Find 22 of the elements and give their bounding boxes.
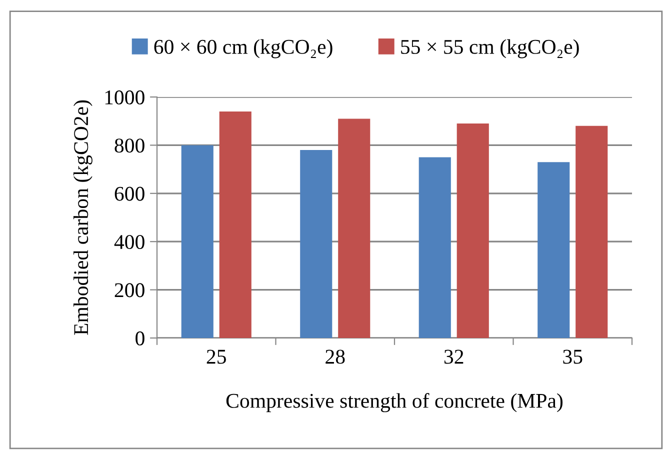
legend-label: 55 × 55 cm (kgCO₂e) — [401, 39, 579, 58]
bar — [300, 150, 332, 338]
y-tick-label: 400 — [114, 234, 144, 250]
bar — [576, 126, 608, 338]
y-tick-label: 0 — [136, 331, 144, 346]
bar — [456, 124, 489, 338]
bar — [418, 157, 451, 338]
bar — [181, 145, 214, 338]
x-tick-label: 35 — [563, 350, 582, 364]
x-tick-label: 25 — [206, 350, 226, 364]
y-tick-label: 200 — [114, 283, 144, 298]
y-axis-title: Embodied carbon (kgCO2e) — [73, 100, 92, 335]
bar — [219, 111, 252, 338]
legend-label: 60 × 60 cm (kgCO₂e) — [154, 39, 332, 58]
y-tick-label: 800 — [114, 138, 144, 153]
y-tick-label: 600 — [114, 186, 144, 201]
x-tick-label: 32 — [444, 350, 464, 364]
bar — [338, 118, 370, 338]
x-tick-label: 28 — [326, 350, 345, 364]
x-axis-title: Compressive strength of concrete (MPa) — [226, 393, 563, 412]
bar — [538, 162, 570, 338]
y-tick-label: 1000 — [105, 90, 144, 104]
